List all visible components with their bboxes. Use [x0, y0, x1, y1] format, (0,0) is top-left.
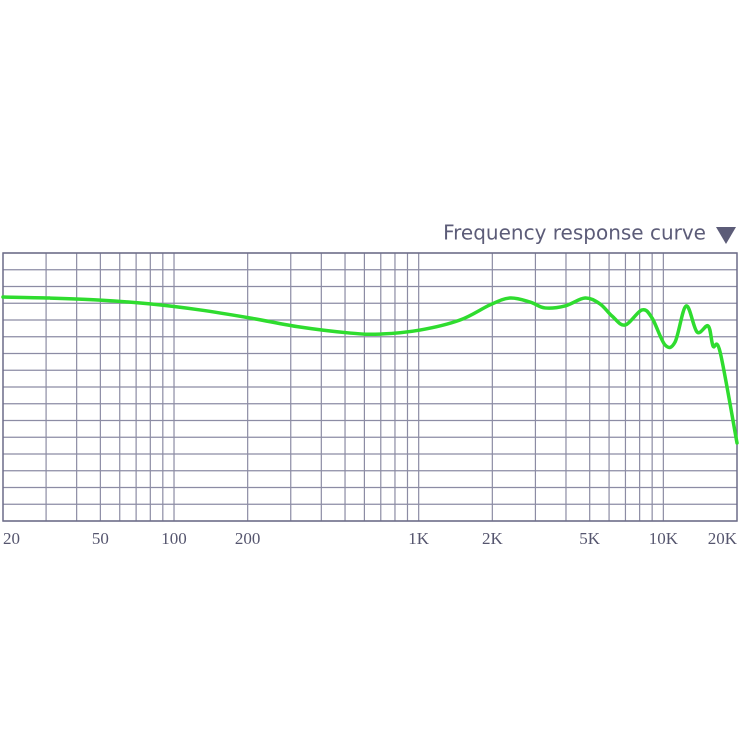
x-tick-label: 200	[235, 529, 261, 548]
x-tick-label: 5K	[579, 529, 601, 548]
plot-frame	[2, 252, 738, 522]
chart-title: Frequency response curve	[443, 221, 706, 245]
x-tick-label: 100	[161, 529, 187, 548]
x-tick-label: 10K	[649, 529, 679, 548]
response-curve	[1, 295, 739, 445]
title-marker	[716, 227, 736, 244]
x-tick-label: 20	[3, 529, 20, 548]
x-tick-label: 2K	[482, 529, 504, 548]
x-tick-label: 20K	[708, 529, 738, 548]
x-tick-label: 50	[92, 529, 109, 548]
x-tick-label: 1K	[408, 529, 430, 548]
